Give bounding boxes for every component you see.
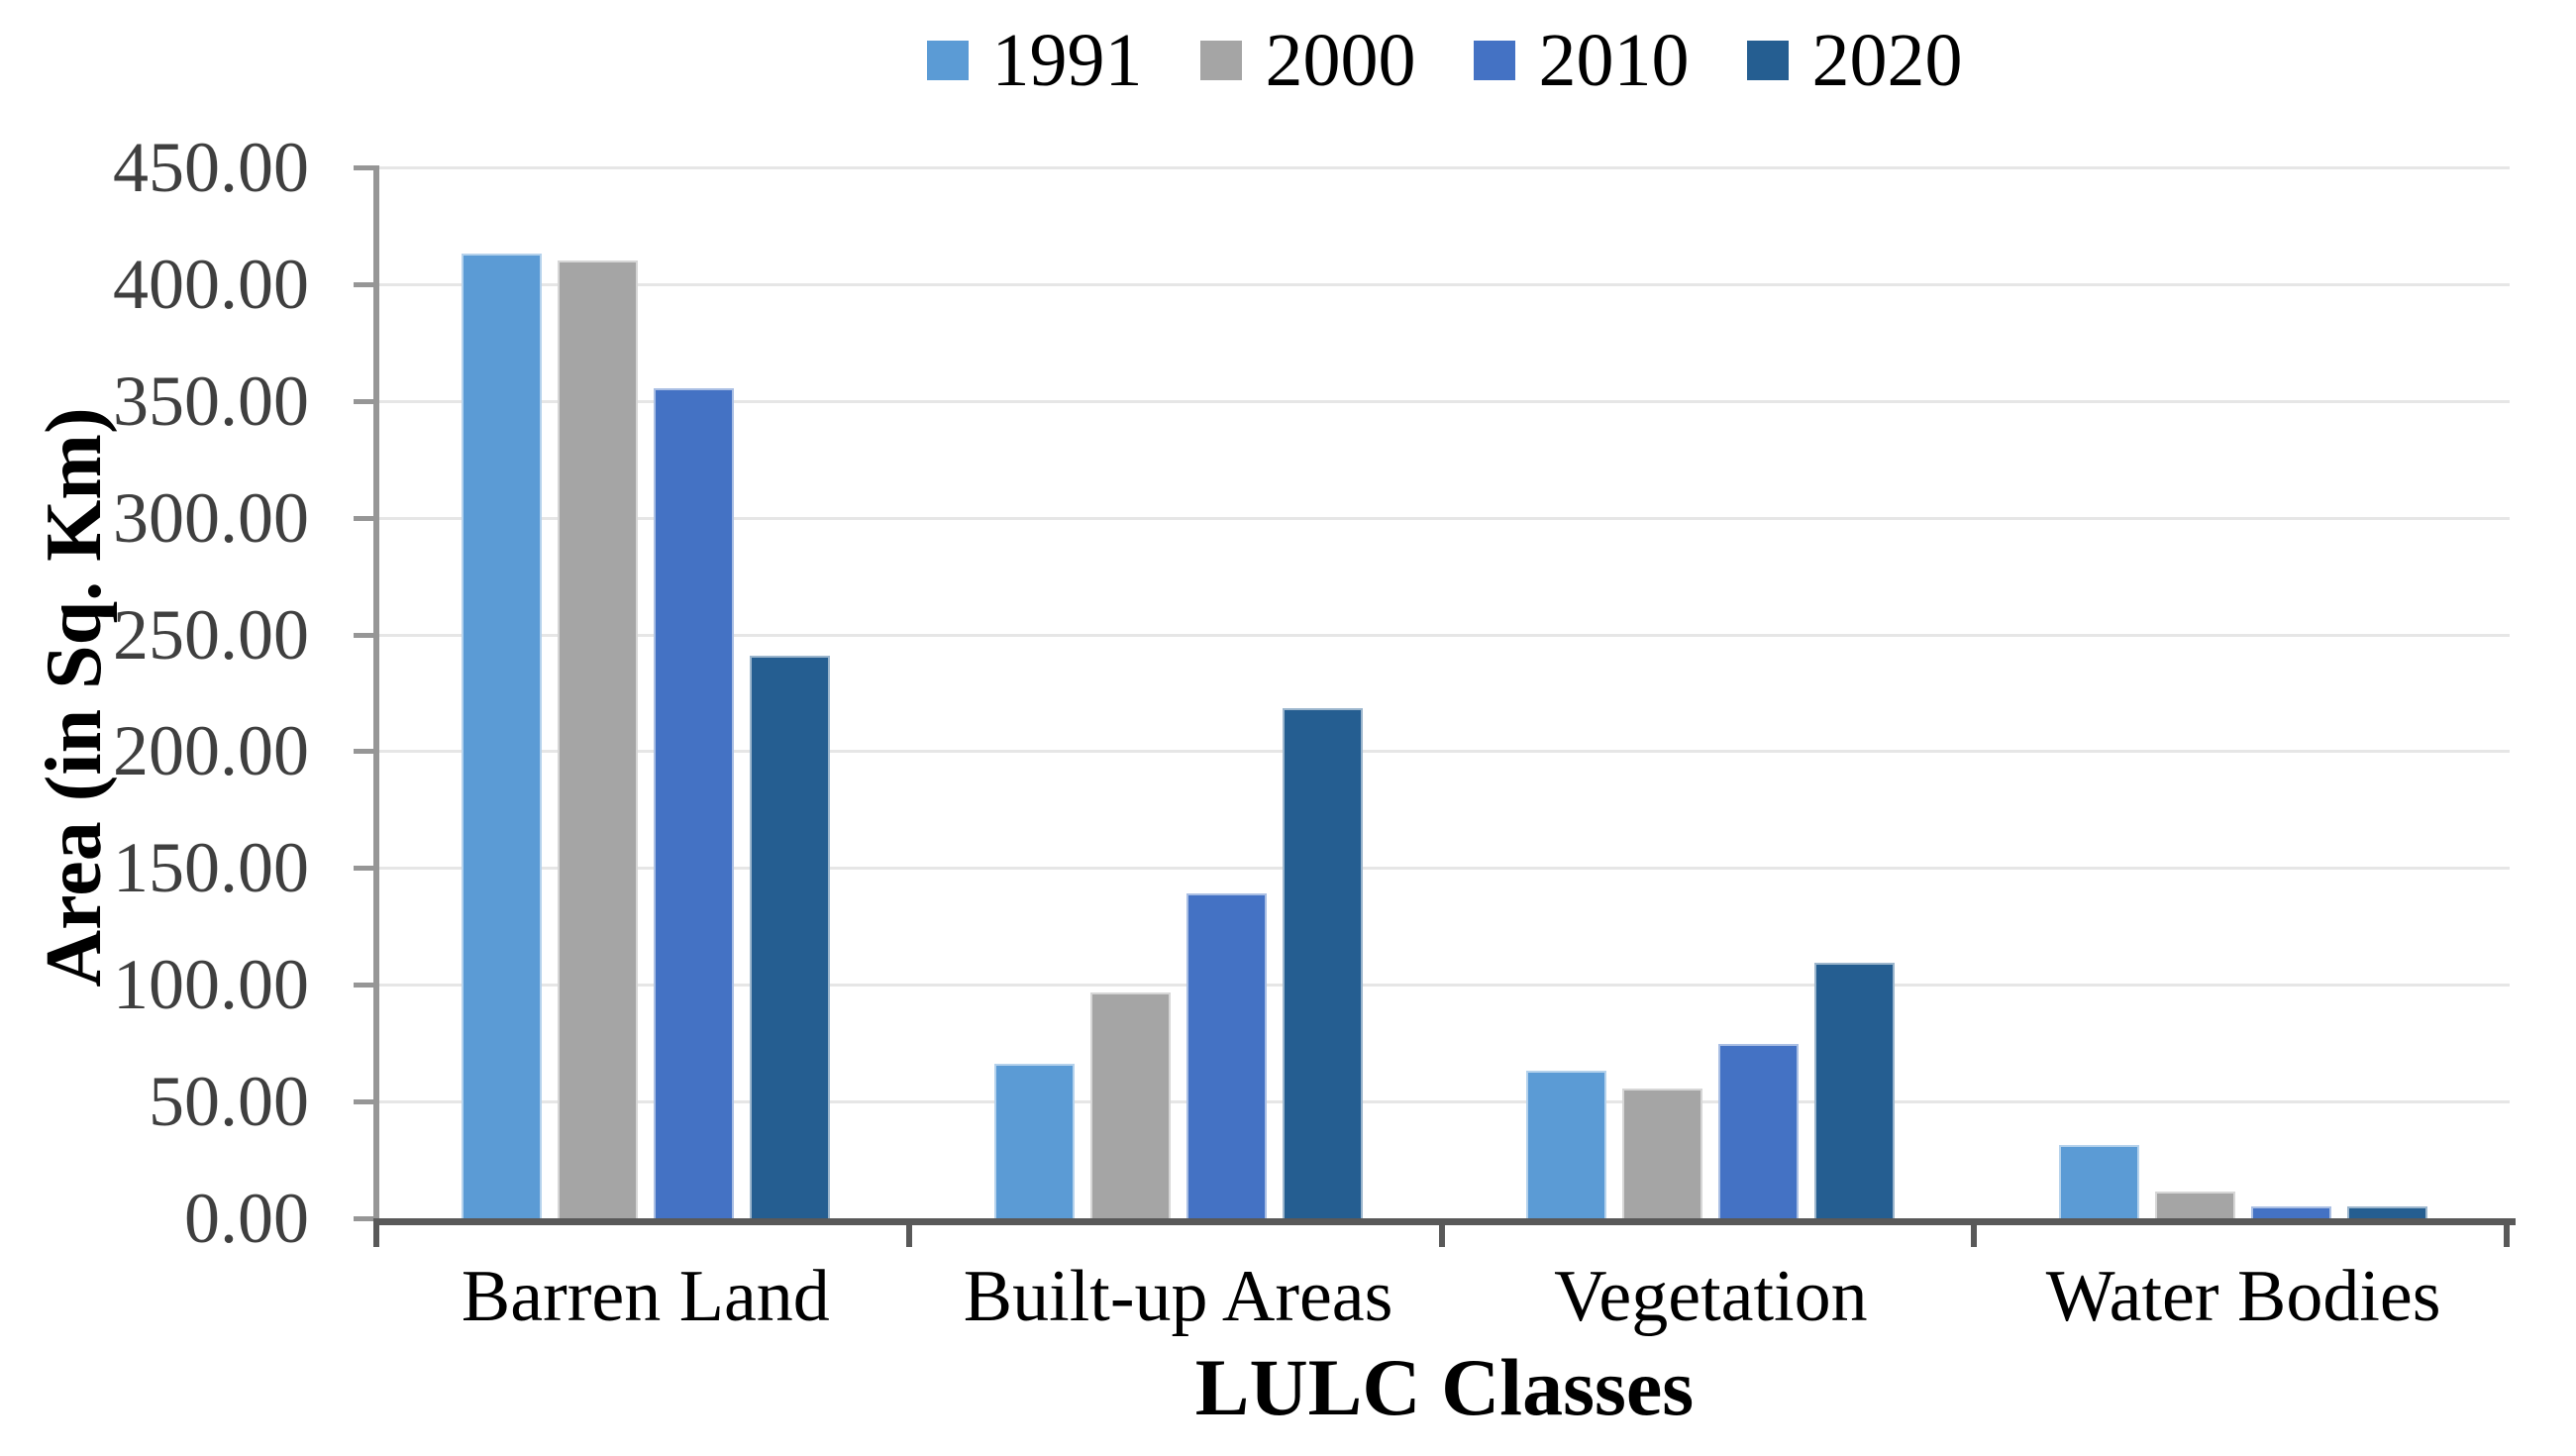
y-tick-label: 300.00 <box>113 477 309 558</box>
legend-swatch-icon <box>1199 41 1242 80</box>
x-axis-tick <box>1438 1225 1445 1247</box>
y-axis-tick <box>354 165 379 170</box>
bar-1991 <box>461 254 542 1218</box>
bar-2010 <box>1185 893 1267 1218</box>
y-axis-tick <box>354 1216 379 1221</box>
legend-label: 2010 <box>1538 19 1690 102</box>
y-tick-label: 200.00 <box>113 711 309 791</box>
legend: 1991 2000 2010 2020 <box>379 19 2510 102</box>
gridline <box>379 166 2510 169</box>
legend-item-1991: 1991 <box>926 19 1143 102</box>
y-axis-tick <box>354 632 379 638</box>
legend-label: 2020 <box>1811 19 1963 102</box>
gridline <box>379 1100 2510 1104</box>
x-axis-tick <box>373 1225 379 1247</box>
y-tick-label: 250.00 <box>113 594 309 675</box>
x-axis-tick <box>2504 1225 2510 1247</box>
bar-2000 <box>2155 1192 2236 1218</box>
y-tick-label: 350.00 <box>113 361 309 441</box>
y-axis-tick <box>354 1099 379 1105</box>
bar-2010 <box>653 388 734 1218</box>
bar-1991 <box>1526 1071 1607 1218</box>
bar-2010 <box>1718 1044 1800 1218</box>
bar-2000 <box>1089 992 1171 1218</box>
bar-2020 <box>2347 1206 2428 1218</box>
x-axis-line <box>373 1218 2516 1225</box>
bar-2010 <box>2251 1206 2332 1218</box>
gridline <box>379 750 2510 754</box>
y-tick-label: 150.00 <box>113 828 309 908</box>
category-label: Barren Land <box>461 1256 830 1337</box>
bar-2000 <box>1622 1089 1703 1218</box>
legend-item-2000: 2000 <box>1199 19 1416 102</box>
plot-area <box>354 165 2510 1221</box>
bar-2000 <box>557 260 638 1218</box>
gridline <box>379 867 2510 871</box>
legend-label: 2000 <box>1265 19 1416 102</box>
y-tick-label: 450.00 <box>113 128 309 207</box>
legend-item-2010: 2010 <box>1473 19 1690 102</box>
legend-item-2020: 2020 <box>1746 19 1963 102</box>
category-label: Water Bodies <box>2045 1256 2441 1337</box>
y-axis-tick <box>354 866 379 872</box>
x-axis-title: LULC Classes <box>1194 1342 1695 1432</box>
gridline <box>379 399 2510 403</box>
x-axis-tick <box>1971 1225 1978 1247</box>
y-tick-label: 100.00 <box>113 945 309 1025</box>
legend-swatch-icon <box>1746 41 1789 80</box>
x-axis-tick <box>905 1225 912 1247</box>
bar-group-barren-land <box>379 167 912 1218</box>
gridline <box>379 282 2510 286</box>
y-tick-label: 50.00 <box>149 1062 309 1142</box>
gridline <box>379 984 2510 988</box>
legend-label: 1991 <box>991 19 1143 102</box>
y-axis-tick <box>354 749 379 755</box>
y-tick-label: 0.00 <box>184 1179 309 1258</box>
bar-group-built-up-areas <box>912 167 1445 1218</box>
y-tick-label: 400.00 <box>113 244 309 324</box>
bar-2020 <box>1282 708 1363 1218</box>
gridline <box>379 516 2510 520</box>
gridline <box>379 633 2510 637</box>
legend-swatch-icon <box>1473 41 1515 80</box>
y-axis-tick <box>354 398 379 404</box>
y-axis-tick <box>354 515 379 521</box>
y-axis-line <box>373 167 379 1218</box>
bar-group-vegetation <box>1445 167 1978 1218</box>
y-axis-tick <box>354 983 379 988</box>
y-axis-tick <box>354 281 379 287</box>
legend-swatch-icon <box>926 41 969 80</box>
bar-1991 <box>2059 1145 2140 1218</box>
bar-1991 <box>993 1064 1075 1218</box>
category-label: Built-up Areas <box>963 1256 1393 1337</box>
bar-2020 <box>1814 963 1896 1218</box>
category-label: Vegetation <box>1554 1256 1868 1337</box>
bar-group-water-bodies <box>1977 167 2510 1218</box>
bar-2020 <box>749 656 830 1218</box>
